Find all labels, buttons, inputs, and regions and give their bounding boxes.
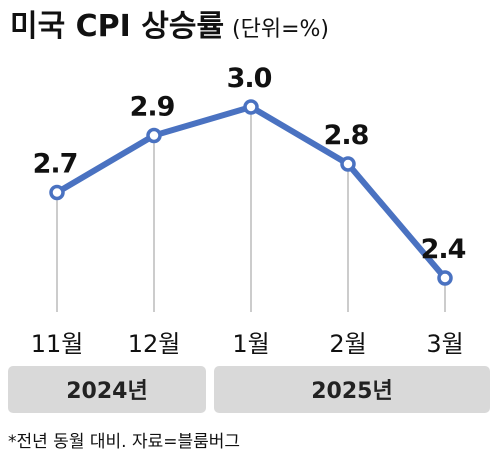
data-points bbox=[49, 99, 453, 286]
year-label: 2025년 bbox=[311, 379, 392, 404]
data-label: 3.0 bbox=[227, 63, 272, 94]
data-label: 2.4 bbox=[421, 234, 466, 265]
year-label: 2024년 bbox=[66, 379, 147, 404]
data-labels: 2.7 2.9 3.0 2.8 2.4 bbox=[33, 63, 467, 265]
year-band bbox=[214, 366, 490, 413]
data-label: 2.7 bbox=[33, 149, 78, 180]
year-band bbox=[8, 366, 206, 413]
data-point bbox=[340, 156, 356, 172]
x-tick-label: 11월 bbox=[31, 330, 84, 358]
x-tick-label: 3월 bbox=[426, 330, 463, 358]
x-tick-labels: 11월 12월 1월 2월 3월 bbox=[31, 330, 464, 358]
x-tick-label: 1월 bbox=[232, 330, 269, 358]
chart-unit: (단위=%) bbox=[232, 17, 329, 42]
footnote: *전년 동월 대비. 자료=블룸버그 bbox=[8, 432, 240, 452]
data-point bbox=[437, 270, 453, 286]
year-bands: 2024년 2025년 bbox=[8, 366, 490, 413]
x-tick-label: 2월 bbox=[329, 330, 366, 358]
data-label: 2.9 bbox=[130, 92, 175, 123]
drop-lines bbox=[56, 107, 446, 312]
data-point bbox=[243, 99, 259, 115]
data-label: 2.8 bbox=[324, 120, 369, 151]
chart-title: 미국 CPI 상승률 bbox=[10, 9, 224, 44]
x-tick-label: 12월 bbox=[128, 330, 181, 358]
data-point bbox=[49, 184, 65, 201]
data-point bbox=[146, 127, 162, 144]
